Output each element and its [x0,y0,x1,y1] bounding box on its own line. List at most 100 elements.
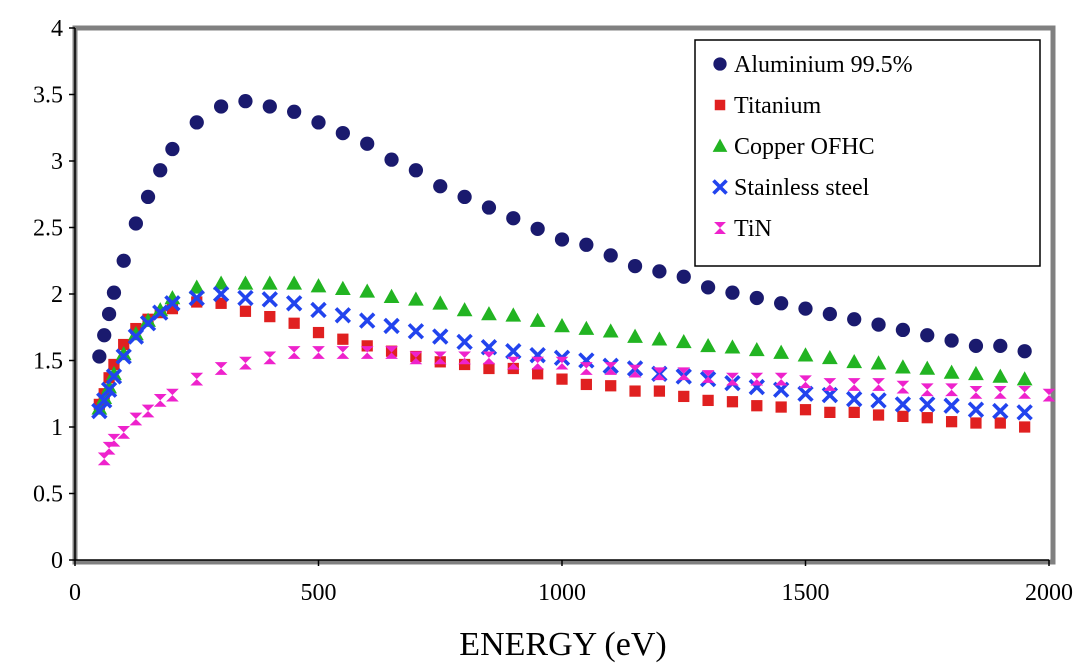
data-point [581,379,592,390]
data-point [264,294,275,305]
data-point [262,275,278,289]
data-point [107,286,121,300]
data-point [895,359,911,373]
data-point [384,153,398,167]
data-point [654,385,665,396]
x-axis: 0 500 1000 1500 2000 [69,560,1073,606]
data-point [800,388,811,399]
data-point [629,385,640,396]
series-stainless-steel [94,288,1031,418]
data-point [994,386,1007,399]
data-point [922,412,933,423]
data-point [749,342,765,356]
data-point [846,354,862,368]
data-point [823,307,837,321]
data-point [530,313,546,327]
data-point [727,396,738,407]
data-point [604,248,618,262]
data-point [944,333,958,347]
data-point [824,407,835,418]
data-point [897,399,908,410]
y-tick-label: 2 [51,282,63,308]
data-point [798,302,812,316]
x-tick-label: 0 [69,580,81,606]
data-point [117,426,130,439]
data-point [238,94,252,108]
data-point [993,339,1007,353]
data-point [921,383,934,396]
data-point [872,378,885,391]
data-point [995,417,1006,428]
data-point [531,222,545,236]
data-point [773,345,789,359]
legend-label: TiN [734,216,772,242]
data-point [142,405,155,418]
legend-label: Copper OFHC [734,134,875,160]
data-point [362,315,373,326]
series-copper-ofhc [91,275,1032,414]
data-point [263,351,276,364]
data-point [457,302,473,316]
y-tick-label: 2.5 [33,216,63,242]
data-point [482,200,496,214]
data-point [505,307,521,321]
legend-label: Titanium [734,93,821,119]
data-point [700,338,716,352]
data-point [92,349,106,363]
data-point [849,407,860,418]
data-point [1018,386,1031,399]
data-point [871,317,885,331]
legend-label: Aluminium 99.5% [734,52,913,78]
data-point [481,306,497,320]
data-point [678,391,689,402]
y-tick-label: 0 [51,548,63,574]
data-point [605,380,616,391]
data-point [384,289,400,303]
data-point [483,363,494,374]
data-point [897,411,908,422]
legend-marker-aluminium-99-5 [713,57,726,70]
data-point [433,179,447,193]
data-point [774,296,788,310]
y-tick-label: 0.5 [33,482,63,508]
data-point [849,393,860,404]
data-point [750,291,764,305]
data-point [555,232,569,246]
data-point [847,312,861,326]
data-point [240,306,251,317]
data-point [652,264,666,278]
data-point [432,295,448,309]
data-point [1018,344,1032,358]
x-axis-title: ENERGY (eV) [459,626,666,663]
data-point [506,211,520,225]
data-point [289,318,300,329]
data-point [532,368,543,379]
y-axis: 00.511.522.533.54 [33,16,75,574]
x-tick-label: 2000 [1025,580,1073,606]
data-point [129,216,143,230]
data-point [871,355,887,369]
data-point [944,365,960,379]
data-point [1019,407,1030,418]
data-point [579,238,593,252]
data-point [676,334,692,348]
data-point [946,400,957,411]
data-point [336,126,350,140]
data-point [945,383,958,396]
data-point [313,327,324,338]
data-point [289,298,300,309]
y-tick-label: 1 [51,415,63,441]
data-point [822,350,838,364]
data-point [286,275,302,289]
data-point [215,362,228,375]
data-point [457,190,471,204]
data-point [627,329,643,343]
data-point [652,331,668,345]
data-point [483,351,496,364]
data-point [798,347,814,361]
data-point [166,389,179,402]
data-point [702,395,713,406]
data-point [946,416,957,427]
data-point [97,328,111,342]
data-point [1017,371,1033,385]
